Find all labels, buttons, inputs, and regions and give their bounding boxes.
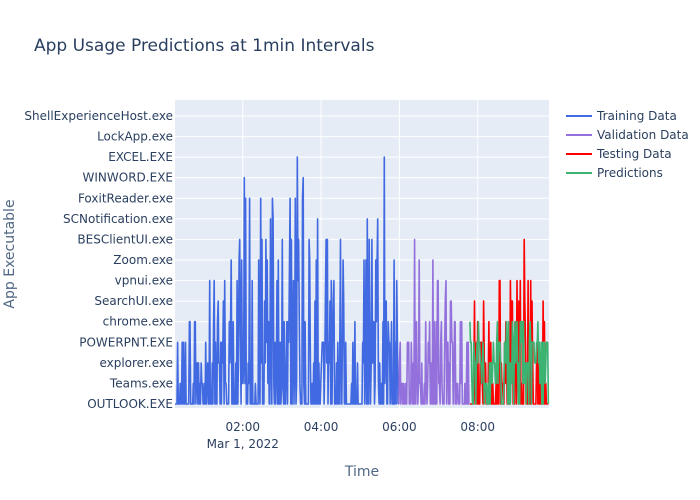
legend-label: Training Data [596, 109, 677, 123]
series-line [174, 156, 399, 405]
x-tick-labels: 02:00 Mar 1, 2022 04:00 06:00 08:00 [207, 420, 495, 451]
y-tick-label: BESClientUI.exe [77, 232, 173, 246]
legend-label: Predictions [597, 166, 663, 180]
y-axis-label: App Executable [2, 199, 18, 308]
y-tick-label: chrome.exe [103, 315, 173, 329]
y-tick-label: FoxitReader.exe [78, 191, 173, 205]
y-tick-label: LockApp.exe [97, 130, 173, 144]
x-tick-label: 06:00 [382, 420, 417, 434]
y-tick-label: SCNotification.exe [63, 212, 173, 226]
x-tick-label: 02:00 [225, 420, 260, 434]
y-tick-label: Teams.exe [109, 376, 173, 390]
legend-label: Validation Data [597, 128, 689, 142]
y-tick-label: SearchUI.exe [94, 294, 173, 308]
y-tick-label: WINWORD.EXE [83, 171, 173, 185]
x-axis-label: Time [344, 464, 379, 480]
y-tick-label: explorer.exe [99, 356, 173, 370]
x-tick-label: 04:00 [304, 420, 339, 434]
legend-label: Testing Data [596, 147, 672, 161]
y-tick-label: Zoom.exe [113, 253, 173, 267]
y-tick-label: OUTLOOK.EXE [87, 397, 173, 411]
x-tick-label: 08:00 [460, 420, 495, 434]
chart-title: App Usage Predictions at 1min Intervals [34, 36, 375, 56]
y-tick-label: ShellExperienceHost.exe [24, 109, 173, 123]
legend: Training Data Validation Data Testing Data… [566, 109, 689, 180]
y-tick-label: EXCEL.EXE [108, 150, 173, 164]
y-tick-label: POWERPNT.EXE [79, 335, 173, 349]
series-line [469, 320, 550, 405]
y-tick-label: vpnui.exe [115, 274, 173, 288]
series-line [398, 238, 470, 405]
y-tick-labels: OUTLOOK.EXE Teams.exe explorer.exe POWERPNT… [24, 109, 173, 411]
x-tick-sublabel: Mar 1, 2022 [207, 437, 279, 451]
plot-area [174, 156, 550, 405]
